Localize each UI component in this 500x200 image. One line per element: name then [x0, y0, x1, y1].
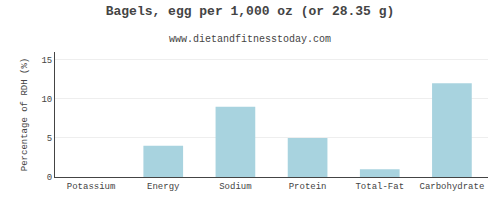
- svg-text:15: 15: [41, 56, 52, 66]
- svg-text:Protein: Protein: [289, 182, 327, 192]
- svg-text:10: 10: [41, 95, 52, 105]
- svg-text:Percentage of RDH (%): Percentage of RDH (%): [20, 58, 30, 171]
- svg-text:0: 0: [47, 173, 52, 183]
- svg-text:Energy: Energy: [147, 182, 180, 192]
- svg-text:Sodium: Sodium: [219, 182, 251, 192]
- svg-text:Total-Fat: Total-Fat: [355, 182, 404, 192]
- svg-text:Bagels, egg per 1,000 oz (or 2: Bagels, egg per 1,000 oz (or 28.35 g): [106, 4, 395, 19]
- svg-text:www.dietandfitnesstoday.com: www.dietandfitnesstoday.com: [169, 34, 331, 45]
- svg-text:Potassium: Potassium: [67, 182, 116, 192]
- svg-text:5: 5: [47, 134, 52, 144]
- svg-text:Carbohydrate: Carbohydrate: [420, 182, 485, 192]
